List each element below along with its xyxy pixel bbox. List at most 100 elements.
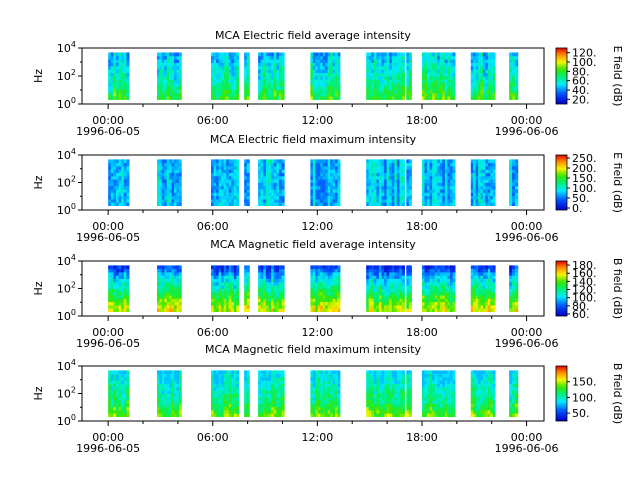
heatmap-cell: [312, 59, 316, 63]
heatmap-cell: [475, 79, 479, 84]
heatmap-cell: [366, 406, 370, 411]
heatmap-cell: [281, 386, 285, 391]
heatmap-cell: [310, 82, 314, 87]
heatmap-cell: [514, 301, 519, 306]
heatmap-cell: [156, 192, 160, 197]
heatmap-cell: [421, 55, 425, 60]
heatmap-cell: [368, 393, 372, 398]
heatmap-cell: [394, 192, 398, 197]
heatmap-cell: [223, 288, 227, 293]
heatmap-cell: [113, 86, 117, 90]
heatmap-cell: [276, 175, 280, 180]
heatmap-cell: [236, 65, 240, 70]
heatmap-cell: [126, 96, 130, 100]
heatmap-cell: [123, 308, 127, 312]
heatmap-cell: [271, 370, 275, 375]
heatmap-cell: [378, 52, 382, 57]
heatmap-cell: [371, 410, 375, 414]
heatmap-cell: [271, 185, 275, 190]
heatmap-cell: [432, 72, 436, 77]
heatmap-cell: [325, 383, 329, 388]
heatmap-cell: [263, 410, 267, 414]
heatmap-cell: [449, 195, 453, 200]
heatmap-cell: [213, 86, 217, 90]
heatmap-cell: [271, 308, 275, 312]
heatmap-cell: [169, 82, 173, 87]
heatmap-cell: [444, 265, 448, 270]
heatmap-cell: [213, 69, 217, 74]
heatmap-cell: [233, 92, 237, 97]
heatmap-cell: [310, 291, 314, 296]
heatmap-cell: [317, 185, 321, 190]
heatmap-cell: [320, 82, 324, 87]
heatmap-cell: [218, 396, 222, 401]
heatmap-cell: [273, 295, 277, 299]
heatmap-cell: [401, 59, 405, 63]
heatmap-cell: [156, 370, 160, 375]
heatmap-cell: [171, 308, 175, 312]
heatmap-cell: [325, 185, 329, 190]
heatmap-cell: [399, 182, 403, 187]
heatmap-cell: [332, 82, 336, 87]
heatmap-cell: [260, 386, 264, 391]
heatmap-cell: [332, 65, 336, 70]
heatmap-cell: [386, 281, 390, 286]
heatmap-cell: [221, 199, 225, 203]
heatmap-cell: [485, 185, 489, 190]
heatmap-cell: [376, 65, 380, 70]
heatmap-cell: [156, 59, 160, 63]
heatmap-cell: [315, 295, 319, 299]
heatmap-cell: [386, 295, 390, 299]
heatmap-cell: [218, 288, 222, 293]
heatmap-cell: [263, 185, 267, 190]
heatmap-cell: [113, 406, 117, 411]
heatmap-cell: [213, 370, 217, 375]
heatmap-cell: [434, 285, 438, 289]
heatmap-cell: [110, 92, 114, 97]
heatmap-cell: [335, 406, 338, 411]
heatmap-cell: [480, 199, 484, 203]
heatmap-cell: [485, 298, 489, 303]
heatmap-cell: [427, 175, 431, 180]
heatmap-cell: [159, 396, 163, 401]
heatmap-cell: [512, 92, 516, 97]
heatmap-cell: [327, 278, 331, 283]
heatmap-cell: [401, 69, 405, 74]
heatmap-cell: [231, 298, 235, 303]
heatmap-cell: [384, 169, 388, 173]
heatmap-cell: [335, 52, 338, 57]
heatmap-cell: [389, 72, 393, 77]
heatmap-cell: [432, 281, 436, 286]
panel-4: MCA Magnetic field maximum intensity1001…: [32, 343, 624, 455]
heatmap-cell: [174, 199, 177, 203]
heatmap-cell: [315, 383, 319, 388]
heatmap-cell: [166, 182, 170, 187]
heatmap-cell: [166, 278, 170, 283]
heatmap-cell: [312, 291, 316, 296]
heatmap-cell: [317, 92, 321, 97]
heatmap-cell: [514, 268, 519, 273]
heatmap-cell: [366, 166, 370, 170]
heatmap-cell: [335, 268, 338, 273]
heatmap-cell: [424, 96, 428, 100]
heatmap-cell: [482, 62, 486, 67]
heatmap-cell: [424, 69, 428, 74]
heatmap-cell: [213, 175, 217, 180]
heatmap-cell: [263, 195, 267, 200]
heatmap-cell: [509, 79, 513, 84]
heatmap-cell: [434, 195, 438, 200]
heatmap-cell: [394, 268, 398, 273]
heatmap-cell: [427, 195, 431, 200]
heatmap-cell: [408, 298, 412, 303]
heatmap-cell: [268, 189, 272, 193]
heatmap-cell: [492, 298, 496, 303]
heatmap-cell: [439, 308, 443, 312]
heatmap-cell: [236, 285, 240, 289]
heatmap-cell: [368, 62, 372, 67]
heatmap-cell: [492, 285, 496, 289]
heatmap-cell: [263, 96, 267, 100]
heatmap-cell: [226, 406, 230, 411]
heatmap-cell: [226, 166, 230, 170]
heatmap-cell: [236, 386, 240, 391]
heatmap-cell: [123, 386, 127, 391]
